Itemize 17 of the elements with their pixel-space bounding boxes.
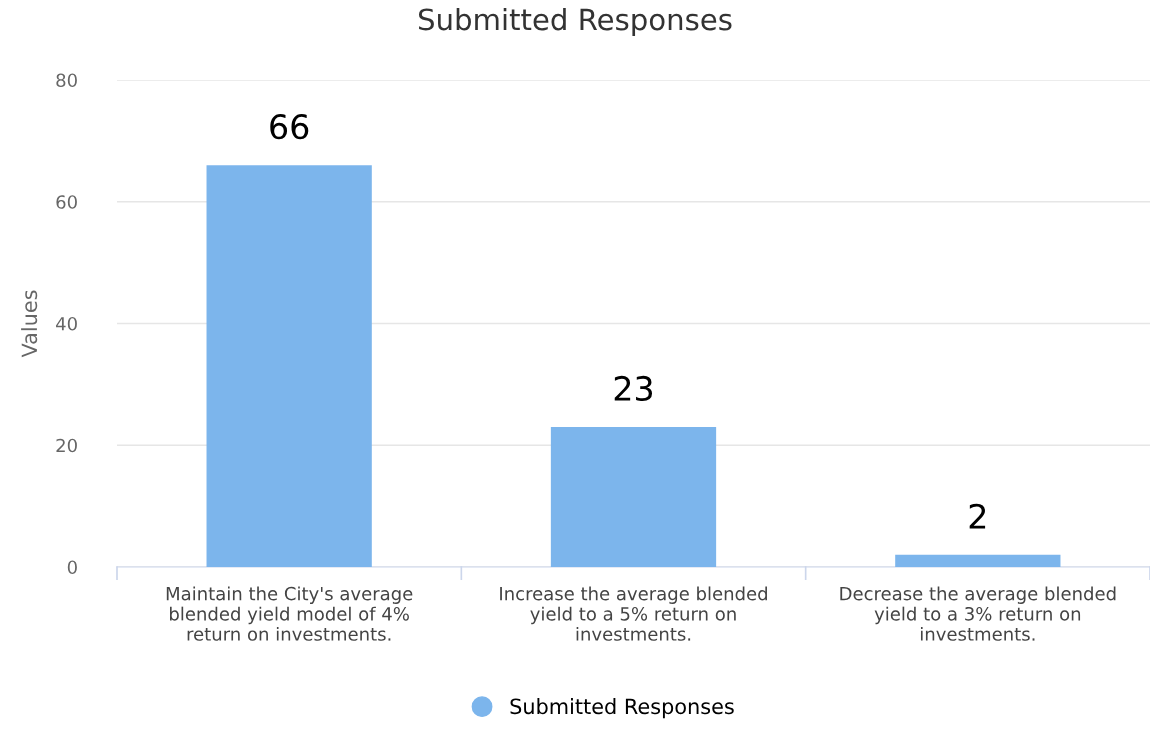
- bar: [550, 426, 717, 567]
- y-tick-label: 60: [56, 195, 77, 209]
- data-label: 2: [969, 503, 986, 529]
- bar: [206, 165, 372, 567]
- x-tick-label: Decrease the average blended yield to a 3% return on investments.: [840, 586, 1116, 641]
- data-label: 66: [270, 114, 309, 140]
- data-label: 23: [614, 375, 653, 402]
- y-tick-label: 0: [67, 560, 77, 575]
- y-tick-label: 20: [56, 438, 77, 453]
- x-tick-label: Maintain the City's average blended yield model of 4% return on investments.: [166, 586, 413, 641]
- y-tick-label: 40: [56, 316, 77, 331]
- legend-label: Submitted Responses: [510, 698, 734, 719]
- bar: [895, 554, 1061, 567]
- y-axis-title: Values: [21, 290, 38, 358]
- y-tick-label: 80: [56, 73, 77, 88]
- chart-title: Submitted Responses: [418, 7, 732, 37]
- x-tick-label: Increase the average blended yield to a 5% return on investments.: [500, 586, 767, 641]
